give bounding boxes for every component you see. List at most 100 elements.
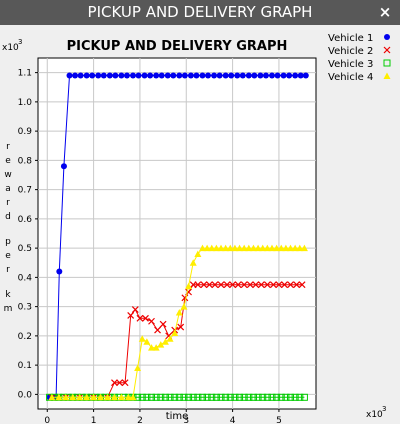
- data-point: [259, 244, 267, 252]
- x-multiplier: x10 3: [366, 405, 386, 420]
- data-point: [66, 72, 73, 79]
- y-axis: 0.0 0.1 0.2 0.3 0.4 0.5 0.6 0.7 0.8 0.9 1.0 1.1: [18, 69, 38, 400]
- data-point: [175, 308, 183, 316]
- y-tick-label: 0.8: [18, 156, 33, 166]
- data-point-stroke: [223, 281, 231, 289]
- data-point: [273, 244, 281, 252]
- data-point: [208, 244, 216, 252]
- data-point: [121, 379, 129, 387]
- data-point: [211, 281, 219, 289]
- data-point: [153, 72, 160, 79]
- data-point: [83, 72, 90, 79]
- y-axis-label-char: r: [6, 265, 10, 275]
- data-point: [203, 244, 211, 252]
- data-point: [189, 393, 197, 401]
- data-point: [231, 393, 239, 401]
- data-point: [158, 72, 165, 79]
- data-point: [249, 244, 257, 252]
- legend-marker: [383, 59, 391, 67]
- data-point: [217, 393, 225, 401]
- x-axis-label: time: [166, 411, 189, 422]
- data-point: [72, 72, 79, 79]
- data-point-stroke: [194, 281, 202, 289]
- data-point: [138, 335, 146, 342]
- x-multiplier-exp: 3: [382, 405, 386, 413]
- data-point: [148, 393, 156, 401]
- data-point: [97, 393, 105, 401]
- data-point-stroke: [246, 281, 254, 289]
- data-point: [177, 323, 185, 331]
- data-point: [205, 72, 212, 79]
- data-point: [171, 329, 179, 336]
- x-tick-label: 3: [183, 416, 189, 424]
- legend-marker: [383, 46, 391, 54]
- data-point: [112, 72, 119, 79]
- data-point: [229, 281, 237, 289]
- data-point: [170, 72, 177, 79]
- data-point: [246, 281, 254, 289]
- data-point: [77, 72, 84, 79]
- y-tick-label: 0.4: [18, 273, 33, 283]
- y-tick-label: 0.3: [18, 303, 32, 313]
- data-point: [100, 72, 107, 79]
- data-point: [166, 335, 174, 342]
- chart: PICKUP AND DELIVERY GRAPH x10 3 x10 3 0.…: [0, 25, 400, 424]
- data-point: [268, 244, 276, 252]
- data-point: [277, 393, 285, 401]
- data-point: [234, 281, 242, 289]
- data-point-stroke: [263, 281, 271, 289]
- data-point: [228, 72, 235, 79]
- series-4: [48, 244, 308, 401]
- x-multiplier-base: x10: [366, 410, 383, 420]
- data-point: [226, 393, 234, 401]
- data-point: [280, 72, 287, 79]
- y-axis-label-char: d: [5, 212, 11, 222]
- data-point: [62, 393, 70, 401]
- data-point: [131, 306, 139, 313]
- data-point: [89, 72, 96, 79]
- y-axis-label-char: r: [6, 142, 10, 152]
- data-point: [76, 393, 84, 401]
- data-point: [193, 72, 200, 79]
- data-point: [217, 244, 225, 252]
- data-point: [251, 72, 258, 79]
- data-point: [143, 393, 151, 401]
- data-point: [234, 72, 241, 79]
- data-point: [127, 311, 135, 319]
- data-point: [136, 314, 144, 322]
- data-point-stroke: [165, 332, 173, 340]
- data-point: [161, 393, 169, 401]
- data-point: [240, 244, 248, 252]
- y-axis-label-char: r: [6, 198, 10, 208]
- data-point: [300, 393, 308, 401]
- y-tick-label: 0.6: [18, 215, 33, 225]
- data-point: [159, 320, 167, 328]
- data-point: [200, 281, 208, 289]
- x-tick-label: 0: [44, 416, 50, 424]
- data-point: [236, 244, 244, 252]
- data-point: [222, 72, 229, 79]
- data-point: [176, 72, 183, 79]
- legend-label: Vehicle 1: [328, 33, 373, 44]
- data-point: [240, 393, 248, 401]
- data-point-stroke: [240, 281, 248, 289]
- data-point: [104, 393, 111, 401]
- data-point-stroke: [257, 281, 265, 289]
- data-point: [222, 393, 230, 401]
- data-point: [185, 282, 193, 290]
- y-multiplier-base: x10: [2, 43, 19, 53]
- data-point: [212, 244, 220, 252]
- data-point: [198, 244, 206, 252]
- data-point: [161, 338, 169, 345]
- data-point: [245, 244, 253, 252]
- data-point: [123, 72, 130, 79]
- data-point: [141, 72, 148, 79]
- data-point-stroke: [127, 311, 135, 319]
- y-axis-label-char: k: [5, 290, 11, 300]
- close-icon[interactable]: ×: [378, 3, 392, 21]
- y-axis-label-char: p: [5, 237, 11, 247]
- legend-label: Vehicle 3: [328, 59, 373, 70]
- data-point: [124, 393, 132, 401]
- data-point: [226, 244, 234, 252]
- data-point-stroke: [121, 379, 129, 387]
